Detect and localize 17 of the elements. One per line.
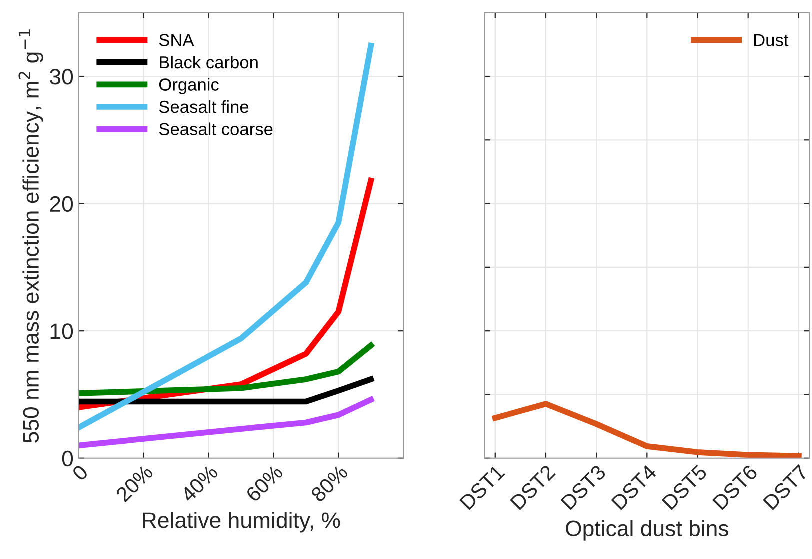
x-tick-label: 40% — [180, 464, 219, 504]
y-tick-label: 10 — [50, 324, 74, 340]
x-tick-label: 80% — [310, 464, 349, 503]
legend-label: Seasalt coarse — [159, 122, 273, 136]
x-axis-title: Optical dust bins — [566, 520, 729, 541]
y-tick-label: 20 — [50, 196, 74, 212]
x-axis-title: Relative humidity, % — [143, 512, 340, 533]
legend-label: Organic — [159, 78, 219, 94]
y-axis-title: 550 nm mass extinction efficiency, m$^{2}$ g$^{−1}$ — [18, 30, 44, 443]
legend-label: Black carbon — [160, 56, 258, 69]
legend-label: SNA — [159, 34, 194, 46]
legend-label: Dust — [754, 34, 789, 46]
y-tick-label: 0 — [62, 450, 74, 467]
y-tick-label: 30 — [50, 69, 74, 85]
x-tick-label: 0 — [72, 464, 90, 482]
legend-label: Seasalt fine — [159, 100, 249, 114]
x-tick-label: 60% — [245, 464, 284, 503]
